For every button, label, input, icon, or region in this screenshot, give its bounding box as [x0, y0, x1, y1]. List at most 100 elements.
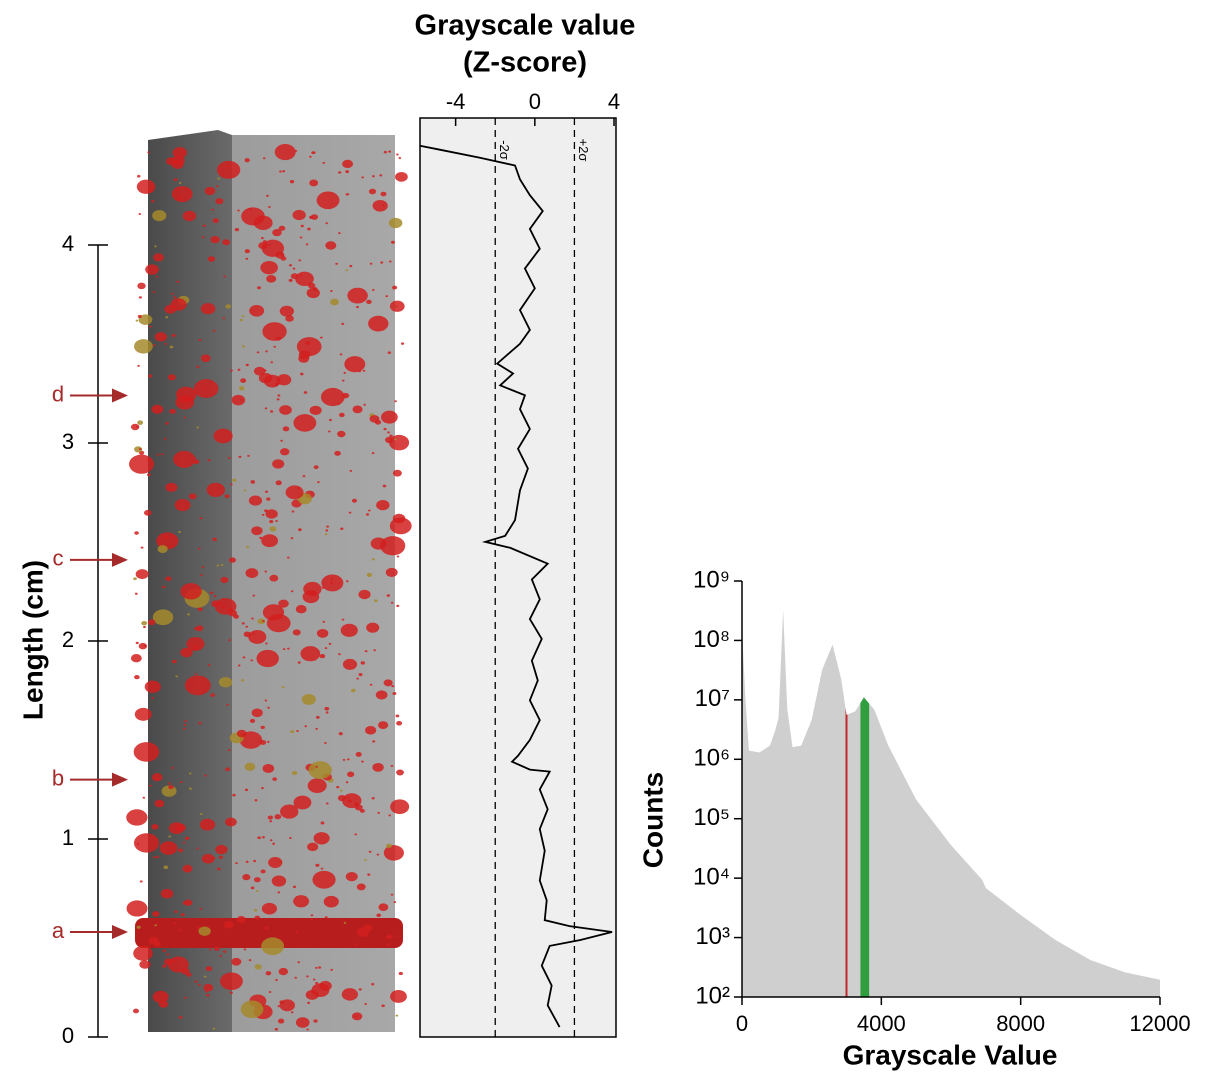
inclusion: [157, 454, 160, 456]
inclusion: [235, 862, 238, 864]
x-tick-label: -4: [446, 89, 466, 114]
inclusion: [240, 319, 243, 322]
inclusion: [139, 448, 142, 450]
inclusion: [359, 673, 363, 676]
inclusion: [299, 350, 311, 359]
inclusion: [193, 459, 199, 464]
y-tick-label: 10⁶: [693, 745, 730, 772]
inclusion: [389, 218, 402, 228]
inclusion: [364, 859, 367, 861]
inclusion: [137, 926, 141, 929]
inclusion: [387, 594, 390, 597]
x-axis-title: Grayscale Value: [843, 1039, 1058, 1070]
inclusion: [230, 370, 233, 372]
inclusion: [269, 820, 272, 822]
inclusion: [135, 593, 138, 595]
inclusion: [268, 857, 282, 868]
inclusion: [309, 761, 332, 779]
inclusion: [206, 994, 209, 997]
inclusion: [388, 151, 391, 153]
inclusion: [309, 156, 312, 158]
inclusion: [287, 648, 290, 650]
inclusion: [345, 170, 349, 173]
inclusion: [175, 675, 178, 677]
inclusion: [274, 814, 281, 819]
inclusion: [174, 960, 177, 962]
inclusion: [306, 1029, 309, 1031]
inclusion: [388, 814, 391, 816]
y-tick-label: 10⁸: [693, 626, 730, 653]
inclusion: [349, 265, 352, 267]
inclusion: [180, 583, 201, 599]
inclusion: [380, 192, 386, 197]
inclusion: [200, 574, 203, 576]
inclusion: [297, 961, 300, 963]
inclusion: [346, 580, 349, 582]
inclusion: [311, 914, 314, 916]
inclusion: [347, 193, 350, 195]
inclusion: [183, 396, 190, 401]
inclusion: [261, 534, 278, 547]
inclusion: [304, 391, 308, 394]
inclusion: [199, 908, 202, 910]
inclusion: [183, 865, 193, 873]
inclusion: [341, 323, 344, 325]
inclusion: [219, 856, 223, 859]
inclusion: [147, 473, 151, 476]
inclusion: [173, 296, 176, 298]
inclusion: [184, 720, 187, 722]
inclusion: [298, 259, 301, 261]
inclusion: [208, 256, 215, 262]
y-tick-label: 1: [62, 825, 74, 850]
inclusion: [153, 253, 164, 261]
inclusion: [347, 288, 367, 304]
inclusion: [161, 453, 164, 455]
inclusion: [135, 708, 152, 721]
inclusion: [170, 536, 173, 538]
inclusion: [126, 809, 147, 825]
inclusion: [336, 786, 339, 788]
inclusion: [372, 289, 375, 291]
inclusion: [171, 293, 174, 295]
inclusion: [159, 1000, 169, 1007]
inclusion: [356, 678, 359, 680]
inclusion: [180, 929, 183, 931]
inclusion: [162, 586, 165, 589]
inclusion: [347, 796, 350, 798]
inclusion: [278, 1019, 284, 1024]
inclusion: [200, 819, 215, 831]
inclusion: [396, 154, 399, 156]
inclusion: [155, 332, 167, 341]
inclusion: [393, 935, 396, 937]
inclusion: [383, 485, 386, 488]
inclusion: [246, 546, 249, 548]
plot-background: [420, 118, 616, 1037]
inclusion: [230, 991, 233, 993]
inclusion: [246, 364, 249, 366]
inclusion: [290, 180, 294, 183]
inclusion: [244, 948, 247, 950]
inclusion: [210, 693, 215, 697]
inclusion: [148, 619, 156, 625]
y-axis-title: Length (cm): [17, 560, 48, 720]
inclusion: [342, 793, 361, 808]
inclusion: [160, 841, 178, 855]
inclusion: [168, 785, 173, 789]
inclusion: [217, 565, 220, 567]
inclusion: [156, 856, 159, 858]
inclusion: [168, 374, 176, 380]
inclusion: [254, 909, 257, 912]
inclusion: [165, 316, 168, 318]
inclusion: [242, 345, 245, 347]
inclusion: [354, 833, 357, 835]
inclusion: [317, 192, 340, 210]
inclusion: [270, 839, 273, 841]
inclusion: [296, 1017, 310, 1028]
inclusion: [329, 419, 332, 421]
inclusion: [393, 514, 405, 524]
inclusion: [131, 654, 142, 662]
inclusion: [275, 383, 279, 386]
inclusion: [215, 598, 237, 615]
inclusion: [318, 966, 321, 968]
inclusion: [249, 305, 264, 317]
